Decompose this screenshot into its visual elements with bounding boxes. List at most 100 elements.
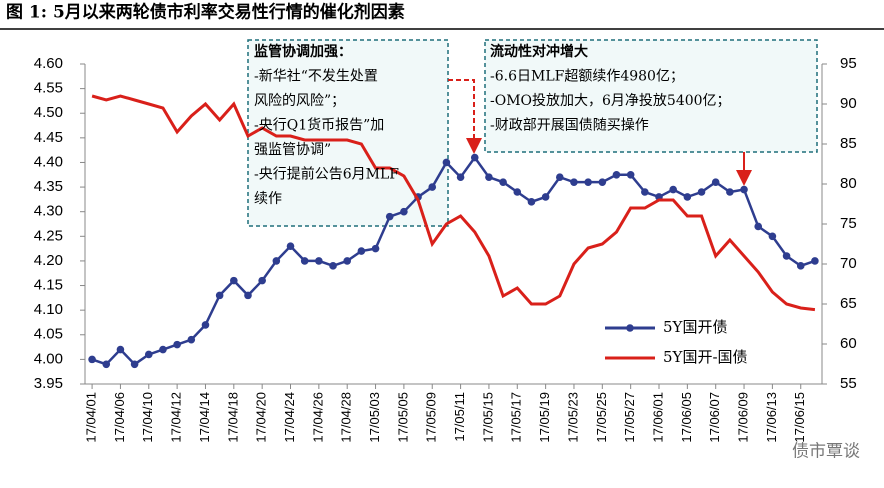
x-tick-label: 17/06/05 — [679, 392, 694, 443]
point — [555, 173, 564, 182]
point — [385, 212, 394, 221]
y2-tick-label: 70 — [840, 255, 857, 272]
point — [428, 183, 437, 191]
point — [400, 207, 408, 216]
point — [258, 276, 266, 285]
x-tick-label: 17/04/01 — [84, 392, 99, 443]
y2-tick-label: 55 — [840, 375, 857, 392]
x-tick-label: 17/05/03 — [367, 392, 382, 443]
x-tick-label: 17/04/10 — [140, 392, 155, 443]
x-tick-label: 17/05/25 — [594, 392, 609, 443]
point — [187, 335, 196, 344]
x-tick-label: 17/04/24 — [282, 392, 297, 443]
y2-tick-label: 80 — [840, 175, 857, 192]
point — [130, 360, 139, 369]
point — [612, 170, 621, 179]
annotation-text: 监管协调加强： — [254, 43, 352, 60]
point — [811, 257, 819, 265]
point — [456, 173, 465, 182]
y-tick-label: 3.95 — [34, 375, 63, 392]
point — [796, 262, 805, 270]
y-tick-label: 4.50 — [34, 104, 63, 121]
x-tick-label: 17/06/09 — [735, 392, 750, 443]
point — [527, 198, 536, 206]
point — [782, 252, 791, 260]
annotation-text: -新华社“不发生处置 — [254, 69, 378, 85]
y2-tick-label: 75 — [840, 215, 857, 232]
point — [315, 257, 323, 265]
y-tick-label: 4.05 — [34, 326, 63, 343]
point — [173, 340, 181, 349]
y-tick-label: 4.00 — [34, 350, 63, 367]
y-tick-label: 4.60 — [34, 55, 63, 72]
point — [570, 178, 578, 186]
point — [159, 345, 167, 354]
point — [641, 188, 649, 196]
x-tick-label: 17/04/12 — [169, 392, 184, 443]
y2-tick-label: 85 — [840, 135, 857, 152]
y-tick-label: 4.25 — [34, 227, 63, 244]
point — [683, 193, 692, 201]
y2-tick-label: 95 — [840, 55, 857, 72]
y-tick-label: 4.10 — [34, 301, 63, 318]
point — [598, 178, 607, 186]
point — [513, 188, 522, 196]
x-tick-label: 17/06/07 — [707, 392, 722, 443]
y-tick-label: 4.45 — [34, 129, 63, 146]
x-tick-label: 17/04/06 — [112, 392, 127, 443]
point — [541, 193, 550, 201]
series-line — [91, 155, 816, 366]
point — [244, 291, 252, 300]
annotation-text: -OMO投放加大，6月净投放5400亿； — [490, 93, 731, 109]
annotation-box — [484, 39, 818, 153]
point — [485, 173, 493, 182]
point — [144, 350, 153, 359]
x-tick-label: 17/04/26 — [310, 392, 325, 443]
y-tick-label: 4.40 — [34, 153, 63, 170]
x-tick-label: 17/05/27 — [622, 392, 637, 443]
point — [272, 257, 281, 265]
y-tick-label: 4.55 — [34, 80, 63, 97]
annotation-text: 强监管协调” — [254, 142, 331, 158]
x-tick-label: 17/06/13 — [764, 392, 779, 443]
point — [230, 276, 238, 285]
point — [499, 178, 507, 186]
point — [626, 170, 635, 179]
x-tick-label: 17/05/23 — [565, 392, 580, 443]
x-tick-label: 17/05/05 — [395, 392, 410, 443]
x-tick-label: 17/04/20 — [254, 392, 269, 443]
point — [669, 185, 677, 194]
point — [88, 355, 96, 364]
y2-tick-label: 60 — [840, 335, 857, 352]
point — [584, 178, 592, 186]
point — [102, 360, 111, 369]
annotation-text: -央行Q1货币报告”加 — [254, 117, 384, 134]
point — [201, 321, 210, 329]
point — [286, 242, 295, 250]
point — [357, 247, 366, 255]
y2-tick-label: 90 — [840, 95, 857, 112]
x-tick-label: 17/06/01 — [650, 392, 665, 443]
x-tick-label: 17/05/11 — [452, 392, 467, 442]
series-line — [91, 94, 816, 312]
point — [726, 188, 734, 196]
y-tick-label: 4.20 — [34, 252, 63, 269]
annotation-text: 续作 — [254, 190, 282, 207]
point — [442, 158, 451, 167]
point — [343, 257, 352, 265]
point — [371, 244, 380, 253]
x-tick-label: 17/05/19 — [537, 392, 552, 443]
annotation-text: 风险的风险”； — [254, 93, 345, 109]
y-tick-label: 4.30 — [34, 203, 63, 220]
y-tick-label: 4.15 — [34, 277, 63, 294]
point — [215, 291, 224, 300]
point — [116, 345, 125, 354]
x-tick-label: 17/05/15 — [480, 392, 495, 443]
x-tick-label: 17/06/15 — [792, 392, 807, 443]
x-tick-label: 17/04/14 — [197, 392, 212, 443]
x-tick-label: 17/05/17 — [509, 392, 524, 443]
y2-tick-label: 65 — [840, 295, 857, 312]
point — [711, 178, 720, 186]
legend-marker — [626, 324, 634, 332]
